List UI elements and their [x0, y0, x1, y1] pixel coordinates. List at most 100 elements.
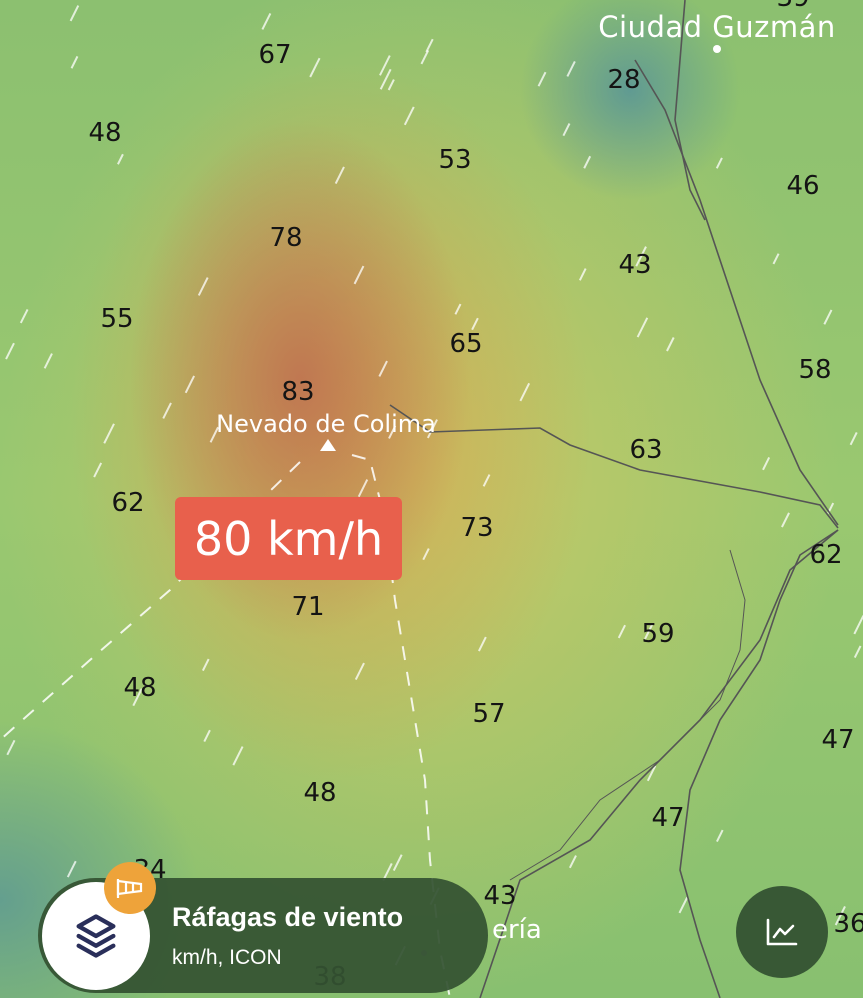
chart-line-icon	[766, 918, 798, 946]
wind-streak	[853, 615, 863, 635]
gust-value: 48	[88, 118, 122, 148]
wind-streak	[197, 277, 209, 296]
wind-streak	[378, 360, 388, 377]
wind-streak	[184, 375, 196, 394]
wind-streak	[6, 739, 16, 756]
wind-streak	[678, 897, 689, 914]
wind-streak	[162, 402, 172, 419]
wind-streak	[583, 155, 592, 169]
gust-value: 48	[303, 778, 337, 808]
wind-streak	[103, 423, 115, 444]
layers-icon	[76, 914, 116, 958]
wind-streak	[454, 303, 462, 315]
wind-streak	[537, 71, 547, 87]
wind-streak	[426, 419, 438, 439]
wind-streak	[566, 60, 576, 77]
gust-value: 71	[291, 592, 325, 622]
wind-streak	[19, 308, 29, 324]
wind-streak	[387, 79, 395, 91]
wind-streak	[762, 456, 771, 471]
wind-streak	[666, 337, 675, 352]
road	[634, 59, 839, 526]
wind-streak	[70, 55, 79, 69]
wind-streak	[644, 623, 654, 640]
wind-streak	[334, 166, 345, 184]
peak-label: Nevado de Colima	[216, 410, 436, 438]
gust-value: 65	[449, 329, 483, 359]
gust-value: 47	[821, 725, 855, 755]
gust-value: 48	[123, 673, 157, 703]
wind-streak	[715, 157, 723, 169]
wind-streak	[353, 265, 365, 285]
wind-streak	[357, 479, 369, 498]
road	[389, 404, 839, 529]
wind-streak	[781, 512, 790, 528]
wind-streak	[382, 863, 393, 882]
wind-streak	[834, 905, 846, 926]
wind-streak	[646, 765, 657, 782]
wind-streak	[379, 55, 391, 76]
gust-value: 55	[100, 304, 134, 334]
gust-value: 78	[269, 223, 303, 253]
wind-streak	[716, 829, 724, 842]
gust-value: 83	[281, 377, 315, 407]
windsock-badge	[104, 862, 156, 914]
wind-streak	[43, 353, 53, 369]
wind-streak	[261, 12, 272, 30]
gust-value: 46	[786, 171, 820, 201]
wind-streak	[471, 317, 479, 331]
town-label: ería	[492, 915, 542, 945]
gust-value: 39	[776, 0, 809, 13]
wind-streak	[823, 309, 833, 325]
gust-value: 53	[438, 145, 472, 175]
chart-button[interactable]	[736, 886, 828, 978]
windsock-icon	[116, 879, 143, 898]
gust-value: 47	[651, 803, 685, 833]
wind-streak	[636, 317, 649, 338]
wind-streak	[93, 462, 103, 478]
wind-streak	[201, 658, 210, 672]
wind-streak	[209, 426, 219, 443]
roads	[389, 0, 839, 998]
wind-streak	[5, 342, 15, 360]
road	[679, 529, 839, 998]
wind-streak	[69, 5, 80, 22]
gust-value: 73	[460, 513, 494, 543]
city-label: Ciudad Guzmán	[598, 10, 836, 44]
wind-streak	[66, 860, 77, 878]
wind-streak	[203, 729, 211, 742]
gust-value: 62	[809, 540, 843, 570]
wind-streak	[354, 662, 365, 681]
wind-streak	[562, 123, 571, 137]
gust-value: 43	[483, 881, 517, 911]
city-dot	[713, 45, 721, 53]
gust-value: 57	[472, 699, 506, 729]
wind-streak	[422, 548, 430, 561]
wind-streak	[478, 636, 487, 652]
wind-streak	[482, 474, 491, 487]
wind-streak	[772, 253, 780, 265]
wind-streak	[232, 746, 244, 766]
selected-point-value[interactable]: 80 km/h	[175, 497, 402, 580]
wind-streak	[403, 106, 415, 126]
wind-streaks	[5, 5, 863, 966]
gust-value: 36	[833, 909, 863, 939]
gust-value: 63	[629, 435, 663, 465]
wind-streak	[425, 38, 434, 53]
gust-value: 67	[258, 40, 292, 70]
wind-streak	[568, 855, 577, 869]
gust-value: 43	[618, 250, 652, 280]
wind-streak	[519, 382, 531, 402]
wind-streak	[578, 268, 587, 281]
wind-streak	[849, 431, 858, 446]
wind-streak	[420, 49, 430, 65]
gust-value: 58	[798, 355, 832, 385]
gust-value: 62	[111, 488, 145, 518]
gust-value: 28	[607, 65, 641, 95]
wind-streak	[617, 624, 626, 639]
layer-title[interactable]: Ráfagas de viento	[172, 902, 404, 932]
wind-streak	[309, 57, 321, 78]
wind-streak	[388, 425, 397, 439]
road	[509, 549, 746, 881]
